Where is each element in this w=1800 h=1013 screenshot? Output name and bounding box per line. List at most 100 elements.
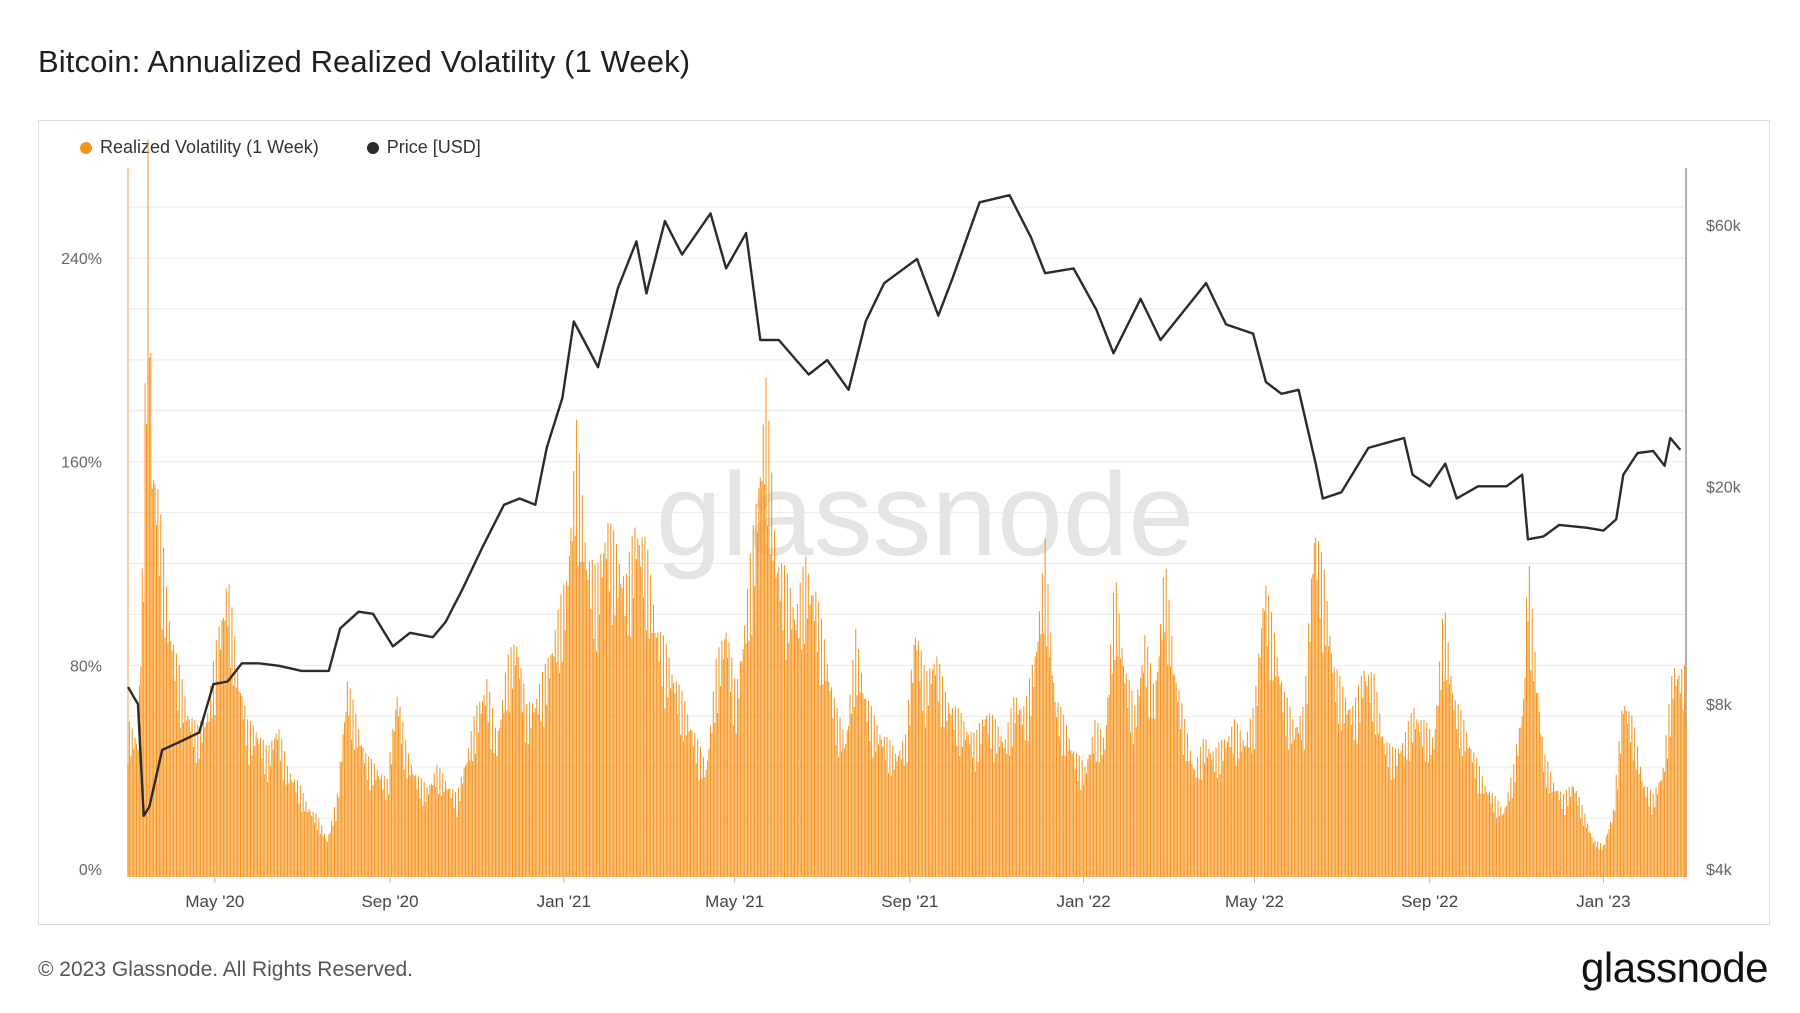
volatility-bar xyxy=(372,785,374,877)
volatility-bar xyxy=(1661,780,1663,877)
volatility-bar xyxy=(1135,727,1137,877)
volatility-bar xyxy=(1292,719,1294,877)
volatility-bar xyxy=(1132,743,1134,877)
volatility-bar xyxy=(399,706,401,877)
volatility-bar xyxy=(1625,710,1627,877)
volatility-bar xyxy=(371,758,373,877)
volatility-bar xyxy=(1234,719,1236,877)
legend-item-volatility[interactable]: Realized Volatility (1 Week) xyxy=(80,137,319,158)
volatility-bar xyxy=(1316,580,1318,877)
volatility-bar xyxy=(809,604,811,877)
volatility-bar xyxy=(1224,739,1226,877)
volatility-bar xyxy=(833,697,835,877)
volatility-bar xyxy=(1011,746,1013,877)
volatility-bar xyxy=(231,607,233,877)
volatility-bar xyxy=(1205,739,1207,877)
volatility-bar xyxy=(1649,789,1651,877)
volatility-bar xyxy=(342,734,344,877)
volatility-bar xyxy=(426,787,428,877)
volatility-bar xyxy=(433,773,435,877)
volatility-bar xyxy=(148,357,150,877)
volatility-bar xyxy=(732,724,734,877)
volatility-bar xyxy=(1441,618,1443,877)
volatility-bar xyxy=(1315,537,1317,877)
volatility-bar xyxy=(178,665,180,877)
volatility-bar xyxy=(920,650,922,877)
volatility-bar xyxy=(346,681,348,877)
volatility-bar xyxy=(335,820,337,877)
volatility-bar xyxy=(996,753,998,877)
volatility-bar xyxy=(1518,728,1520,877)
volatility-bar xyxy=(769,554,771,877)
volatility-bar xyxy=(886,737,888,877)
volatility-bar xyxy=(796,604,798,877)
volatility-bar xyxy=(933,663,935,877)
volatility-bar xyxy=(1182,754,1184,877)
volatility-bar xyxy=(772,560,774,877)
volatility-bar xyxy=(221,620,223,877)
volatility-bar xyxy=(1429,729,1431,877)
volatility-bar xyxy=(866,721,868,877)
volatility-bar xyxy=(1263,610,1265,877)
volatility-bar xyxy=(1313,542,1315,877)
volatility-bar xyxy=(1514,782,1516,877)
volatility-bar xyxy=(1558,799,1560,877)
volatility-bar xyxy=(1162,577,1164,877)
volatility-bar xyxy=(465,765,467,877)
volatility-bar xyxy=(969,743,971,877)
volatility-bar xyxy=(224,620,226,877)
volatility-bar xyxy=(1101,755,1103,877)
legend-item-price[interactable]: Price [USD] xyxy=(366,137,481,158)
volatility-bar xyxy=(553,656,555,877)
volatility-bar xyxy=(504,672,506,877)
volatility-bar xyxy=(173,644,175,877)
volatility-bar xyxy=(271,740,273,877)
volatility-bar xyxy=(385,799,387,877)
volatility-bar xyxy=(150,353,152,877)
volatility-bar xyxy=(436,764,438,877)
volatility-bar xyxy=(1652,794,1654,877)
volatility-bar xyxy=(1115,582,1117,877)
volatility-bar xyxy=(1188,761,1190,877)
volatility-bar xyxy=(1393,778,1395,877)
volatility-bar xyxy=(759,477,761,877)
volatility-bar xyxy=(452,789,454,877)
volatility-bar xyxy=(687,714,689,877)
volatility-bar xyxy=(725,632,727,877)
volatility-bar xyxy=(922,710,924,877)
volatility-bar xyxy=(251,755,253,877)
volatility-bar xyxy=(1336,669,1338,877)
volatility-bar xyxy=(815,591,817,877)
volatility-bar xyxy=(963,721,965,877)
volatility-bar xyxy=(190,731,192,877)
volatility-bar xyxy=(1657,794,1659,877)
volatility-bar xyxy=(1617,789,1619,877)
volatility-bar xyxy=(316,829,318,877)
volatility-bar xyxy=(1027,740,1029,877)
volatility-bar xyxy=(198,758,200,877)
volatility-bar xyxy=(1164,631,1166,877)
volatility-bar xyxy=(1436,705,1438,877)
volatility-bar xyxy=(1208,748,1210,877)
volatility-bar xyxy=(826,664,828,877)
volatility-bar xyxy=(1665,735,1667,877)
volatility-bar xyxy=(843,748,845,877)
volatility-bar xyxy=(181,679,183,877)
volatility-bar xyxy=(1437,705,1439,877)
volatility-bar xyxy=(1598,850,1600,877)
volatility-bar xyxy=(899,750,901,877)
volatility-bar xyxy=(547,657,549,877)
volatility-bar xyxy=(1545,787,1547,877)
volatility-bar xyxy=(554,629,556,877)
volatility-bar xyxy=(1412,742,1414,877)
volatility-bar xyxy=(1128,680,1130,877)
volatility-bar xyxy=(825,680,827,877)
volatility-bar xyxy=(1362,697,1364,877)
volatility-bar xyxy=(1056,717,1058,877)
volatility-bar xyxy=(734,678,736,877)
volatility-bar xyxy=(684,701,686,877)
x-tick-label: Jan '23 xyxy=(1576,892,1630,911)
volatility-bar xyxy=(228,584,230,877)
volatility-bar xyxy=(832,718,834,877)
volatility-bar xyxy=(1293,739,1295,877)
